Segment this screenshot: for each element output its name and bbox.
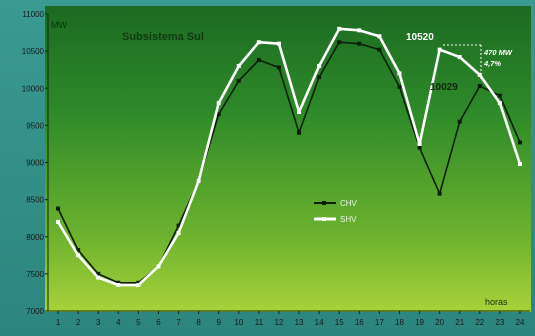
data-point-chv (497, 93, 502, 98)
x-tick-label: 18 (395, 318, 404, 327)
data-point-chv (236, 78, 241, 83)
data-point-chv (317, 75, 322, 80)
y-tick-label: 10000 (22, 84, 45, 93)
x-tick-label: 10 (234, 318, 243, 327)
data-point-chv (276, 65, 281, 70)
x-tick-label: 24 (516, 318, 525, 327)
x-tick-label: 14 (315, 318, 324, 327)
data-point-shv (357, 28, 362, 33)
data-point-shv (517, 161, 522, 166)
data-point-shv (297, 110, 302, 115)
data-point-chv (437, 191, 442, 196)
x-tick-label: 2 (76, 318, 81, 327)
x-tick-label: 16 (355, 318, 364, 327)
data-point-shv (317, 63, 322, 68)
y-tick-label: 7500 (26, 270, 44, 279)
data-point-shv (337, 26, 342, 31)
series-line-chv (57, 41, 521, 284)
x-axis-label: horas (485, 297, 508, 307)
data-point-chv (397, 84, 402, 89)
y-tick-label: 10500 (22, 47, 45, 56)
x-tick-label: 19 (415, 318, 424, 327)
x-tick-label: 4 (116, 318, 121, 327)
data-point-shv (437, 47, 442, 52)
data-point-chv (96, 271, 101, 276)
annotation-chv-value: 10029 (430, 82, 458, 93)
x-tick-label: 3 (96, 318, 101, 327)
data-point-shv (276, 41, 281, 46)
data-point-chv (417, 145, 422, 150)
data-point-chv (256, 58, 261, 63)
data-point-shv (156, 264, 161, 269)
data-point-shv (176, 231, 181, 236)
x-tick-label: 11 (255, 318, 264, 327)
x-tick-label: 8 (196, 318, 201, 327)
x-tick-label: 17 (375, 318, 384, 327)
x-tick-label: 7 (176, 318, 181, 327)
data-point-shv (196, 179, 201, 184)
y-tick-label: 9500 (26, 121, 44, 130)
data-point-chv (216, 112, 221, 117)
data-point-shv (417, 141, 422, 146)
legend-label-shv: SHV (340, 215, 357, 224)
x-tick-label: 21 (455, 318, 464, 327)
data-point-chv (56, 206, 61, 211)
data-point-shv (216, 101, 221, 106)
series-line-shv (56, 27, 522, 287)
annotation-shv-peak: 10520 (406, 32, 434, 43)
data-point-chv (337, 40, 342, 45)
data-point-shv (497, 101, 502, 106)
data-point-shv (397, 71, 402, 76)
data-point-chv (457, 119, 462, 124)
annotation-difference-mw: 470 MW (483, 48, 513, 57)
data-point-chv (377, 47, 382, 52)
data-point-shv (116, 283, 121, 288)
data-point-shv (457, 55, 462, 60)
y-tick-label: 8500 (26, 196, 44, 205)
data-point-chv (136, 280, 141, 285)
data-point-chv (176, 223, 181, 228)
x-tick-label: 12 (275, 318, 284, 327)
x-tick-label: 9 (216, 318, 221, 327)
data-point-chv (116, 280, 121, 285)
y-tick-label: 9000 (26, 159, 44, 168)
x-tick-label: 6 (156, 318, 161, 327)
data-point-shv (377, 34, 382, 39)
data-point-shv (236, 63, 241, 68)
data-point-chv (297, 130, 302, 135)
data-point-chv (357, 41, 362, 46)
y-tick-label: 8000 (26, 233, 44, 242)
legend-marker-shv (322, 217, 326, 221)
data-point-shv (56, 219, 61, 224)
annotation-difference-pct: 4,7% (483, 59, 501, 68)
data-point-chv (517, 140, 522, 145)
x-tick-label: 20 (435, 318, 444, 327)
x-tick-label: 13 (295, 318, 304, 327)
y-tick-label: 7000 (26, 307, 44, 316)
data-point-shv (76, 253, 81, 258)
data-point-shv (477, 72, 482, 77)
data-point-chv (76, 248, 81, 253)
legend-marker-chv (322, 201, 326, 205)
y-tick-label: 11000 (22, 10, 44, 19)
x-tick-label: 5 (136, 318, 141, 327)
x-tick-label: 22 (475, 318, 484, 327)
x-tick-label: 23 (495, 318, 504, 327)
y-axis-unit: MW (51, 20, 67, 30)
chart-title: Subsistema Sul (122, 31, 204, 43)
x-tick-label: 1 (56, 318, 61, 327)
legend-label-chv: CHV (340, 199, 358, 208)
data-point-chv (477, 84, 482, 89)
data-point-shv (96, 275, 101, 280)
x-tick-label: 15 (335, 318, 344, 327)
data-point-shv (136, 283, 141, 288)
data-point-shv (256, 40, 261, 45)
